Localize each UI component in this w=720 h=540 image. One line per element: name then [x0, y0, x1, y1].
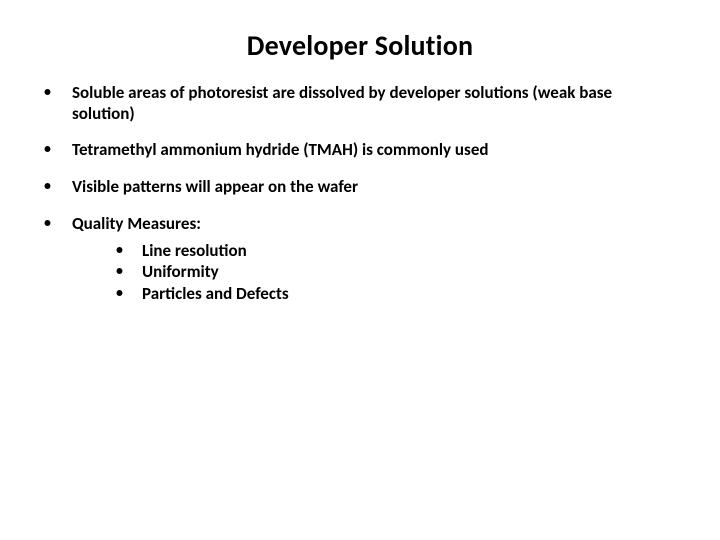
bullet-item: Quality Measures: Line resolution Unifor…: [36, 214, 672, 305]
sub-bullet-list: Line resolution Uniformity Particles and…: [72, 241, 672, 305]
bullet-text: Tetramethyl ammonium hydride (TMAH) is c…: [72, 139, 489, 160]
bullet-text: Visible patterns will appear on the wafe…: [72, 176, 358, 197]
bullet-item: Tetramethyl ammonium hydride (TMAH) is c…: [36, 140, 672, 161]
bullet-item: Soluble areas of photoresist are dissolv…: [36, 83, 672, 124]
bullet-item: Visible patterns will appear on the wafe…: [36, 177, 672, 198]
sub-bullet-item: Line resolution: [108, 241, 672, 262]
sub-bullet-text: Particles and Defects: [142, 283, 289, 304]
sub-bullet-text: Line resolution: [142, 240, 247, 261]
sub-bullet-item: Uniformity: [108, 262, 672, 283]
slide: Developer Solution Soluble areas of phot…: [0, 0, 720, 540]
bullet-text: Soluble areas of photoresist are dissolv…: [72, 82, 612, 124]
sub-bullet-item: Particles and Defects: [108, 284, 672, 305]
sub-bullet-text: Uniformity: [142, 261, 219, 282]
bullet-list: Soluble areas of photoresist are dissolv…: [0, 83, 720, 305]
bullet-text: Quality Measures:: [72, 213, 201, 234]
slide-title: Developer Solution: [0, 0, 720, 83]
